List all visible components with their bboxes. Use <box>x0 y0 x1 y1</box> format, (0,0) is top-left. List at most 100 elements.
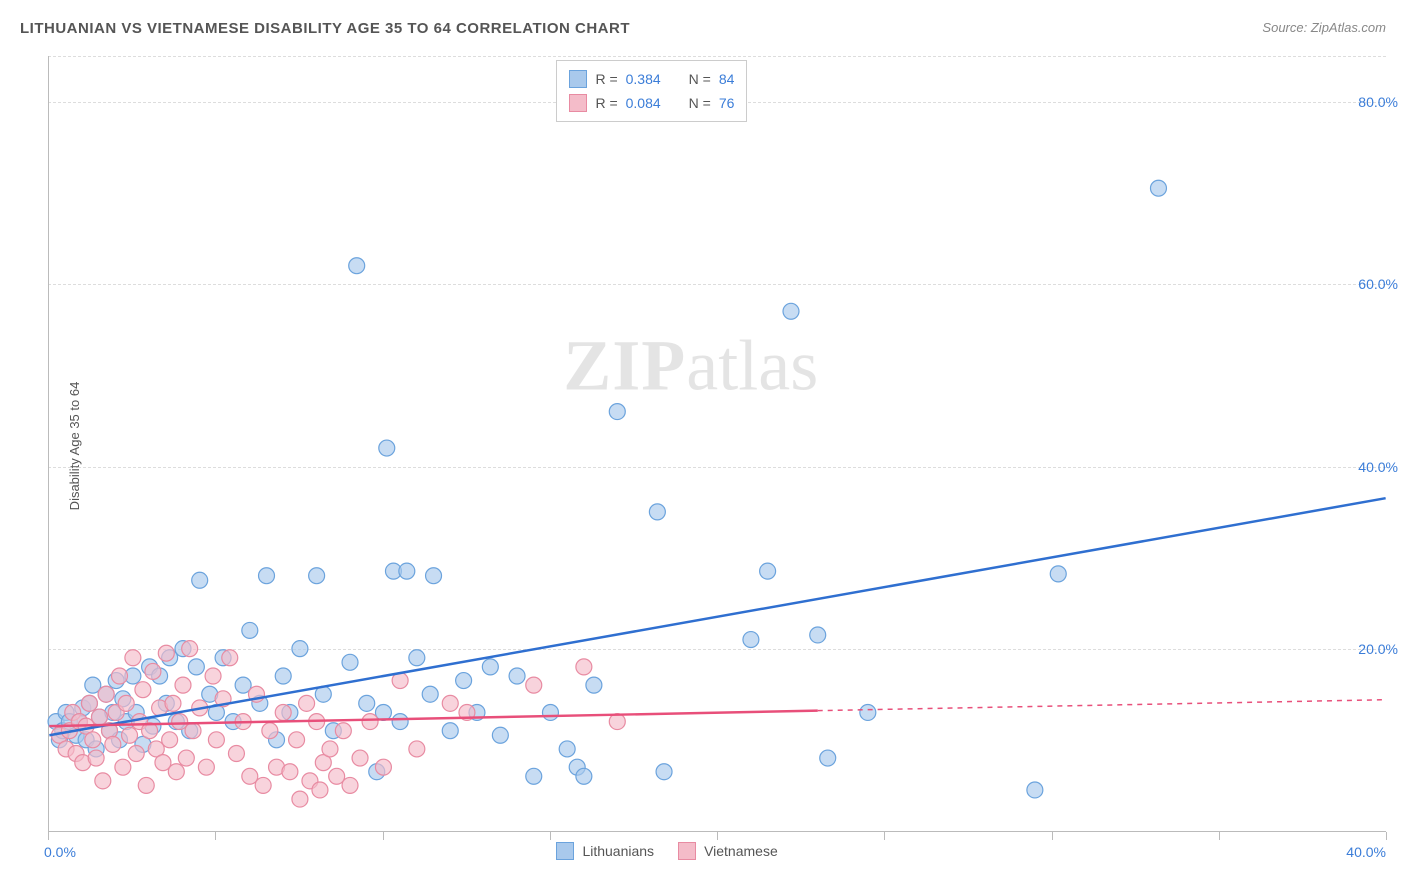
data-point <box>342 777 358 793</box>
data-point <box>362 714 378 730</box>
data-point <box>743 632 759 648</box>
data-point <box>576 768 592 784</box>
n-value-vietnamese: 76 <box>719 95 735 111</box>
data-point <box>81 695 97 711</box>
r-label: R = <box>595 95 617 111</box>
data-point <box>492 727 508 743</box>
x-tick <box>383 832 384 840</box>
x-tick <box>215 832 216 840</box>
legend-item-lithuanians: Lithuanians <box>556 842 654 860</box>
data-point <box>185 723 201 739</box>
data-point <box>609 404 625 420</box>
data-point <box>168 764 184 780</box>
data-point <box>810 627 826 643</box>
data-point <box>392 714 408 730</box>
data-point <box>422 686 438 702</box>
chart-container: LITHUANIAN VS VIETNAMESE DISABILITY AGE … <box>0 0 1406 892</box>
data-point <box>1150 180 1166 196</box>
data-point <box>375 759 391 775</box>
legend-label-lithuanians: Lithuanians <box>582 843 654 859</box>
data-point <box>289 732 305 748</box>
swatch-lithuanians <box>569 70 587 88</box>
data-point <box>299 695 315 711</box>
data-point <box>242 622 258 638</box>
data-point <box>182 641 198 657</box>
data-point <box>783 303 799 319</box>
x-tick-label-min: 0.0% <box>44 844 76 860</box>
n-label: N = <box>689 95 711 111</box>
swatch-vietnamese <box>678 842 696 860</box>
data-point <box>135 682 151 698</box>
x-tick <box>550 832 551 840</box>
data-point <box>426 568 442 584</box>
data-point <box>456 673 472 689</box>
data-point <box>208 732 224 748</box>
data-point <box>1050 566 1066 582</box>
x-tick <box>884 832 885 840</box>
data-point <box>312 782 328 798</box>
data-point <box>559 741 575 757</box>
source-attribution: Source: ZipAtlas.com <box>1262 20 1386 35</box>
data-point <box>409 650 425 666</box>
source-value: ZipAtlas.com <box>1311 20 1386 35</box>
data-point <box>342 654 358 670</box>
data-point <box>335 723 351 739</box>
data-point <box>115 759 131 775</box>
data-point <box>359 695 375 711</box>
data-point <box>275 668 291 684</box>
data-point <box>482 659 498 675</box>
data-point <box>275 704 291 720</box>
data-point <box>255 777 271 793</box>
data-point <box>292 791 308 807</box>
legend-row-vietnamese: R = 0.084 N = 76 <box>569 91 734 115</box>
data-point <box>91 709 107 725</box>
data-point <box>262 723 278 739</box>
x-tick <box>48 832 49 840</box>
data-point <box>379 440 395 456</box>
data-point <box>222 650 238 666</box>
swatch-vietnamese <box>569 94 587 112</box>
r-label: R = <box>595 71 617 87</box>
data-point <box>98 686 114 702</box>
data-point <box>509 668 525 684</box>
data-point <box>175 677 191 693</box>
data-point <box>656 764 672 780</box>
legend-row-lithuanians: R = 0.384 N = 84 <box>569 67 734 91</box>
data-point <box>138 777 154 793</box>
source-label: Source: <box>1262 20 1307 35</box>
data-point <box>399 563 415 579</box>
series-legend: Lithuanians Vietnamese <box>556 842 777 860</box>
data-point <box>95 773 111 789</box>
data-point <box>860 704 876 720</box>
data-point <box>192 572 208 588</box>
data-point <box>259 568 275 584</box>
legend-item-vietnamese: Vietnamese <box>678 842 778 860</box>
x-tick <box>1052 832 1053 840</box>
data-point <box>442 695 458 711</box>
x-tick <box>717 832 718 840</box>
data-point <box>542 704 558 720</box>
data-point <box>349 258 365 274</box>
r-value-lithuanians: 0.384 <box>626 71 661 87</box>
data-point <box>409 741 425 757</box>
data-point <box>526 768 542 784</box>
n-value-lithuanians: 84 <box>719 71 735 87</box>
data-point <box>178 750 194 766</box>
data-point <box>118 695 134 711</box>
data-point <box>128 746 144 762</box>
data-point <box>576 659 592 675</box>
data-point <box>760 563 776 579</box>
data-point <box>292 641 308 657</box>
x-tick <box>1386 832 1387 840</box>
data-point <box>282 764 298 780</box>
data-point <box>112 668 128 684</box>
data-point <box>198 759 214 775</box>
r-value-vietnamese: 0.084 <box>626 95 661 111</box>
regression-line-extrapolated <box>818 700 1386 711</box>
data-point <box>649 504 665 520</box>
data-point <box>442 723 458 739</box>
data-point <box>145 663 161 679</box>
data-point <box>526 677 542 693</box>
data-point <box>1027 782 1043 798</box>
data-point <box>820 750 836 766</box>
